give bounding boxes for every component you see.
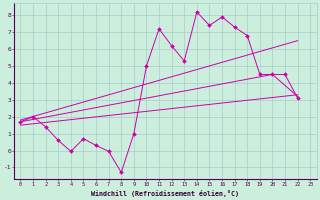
X-axis label: Windchill (Refroidissement éolien,°C): Windchill (Refroidissement éolien,°C) xyxy=(91,190,239,197)
